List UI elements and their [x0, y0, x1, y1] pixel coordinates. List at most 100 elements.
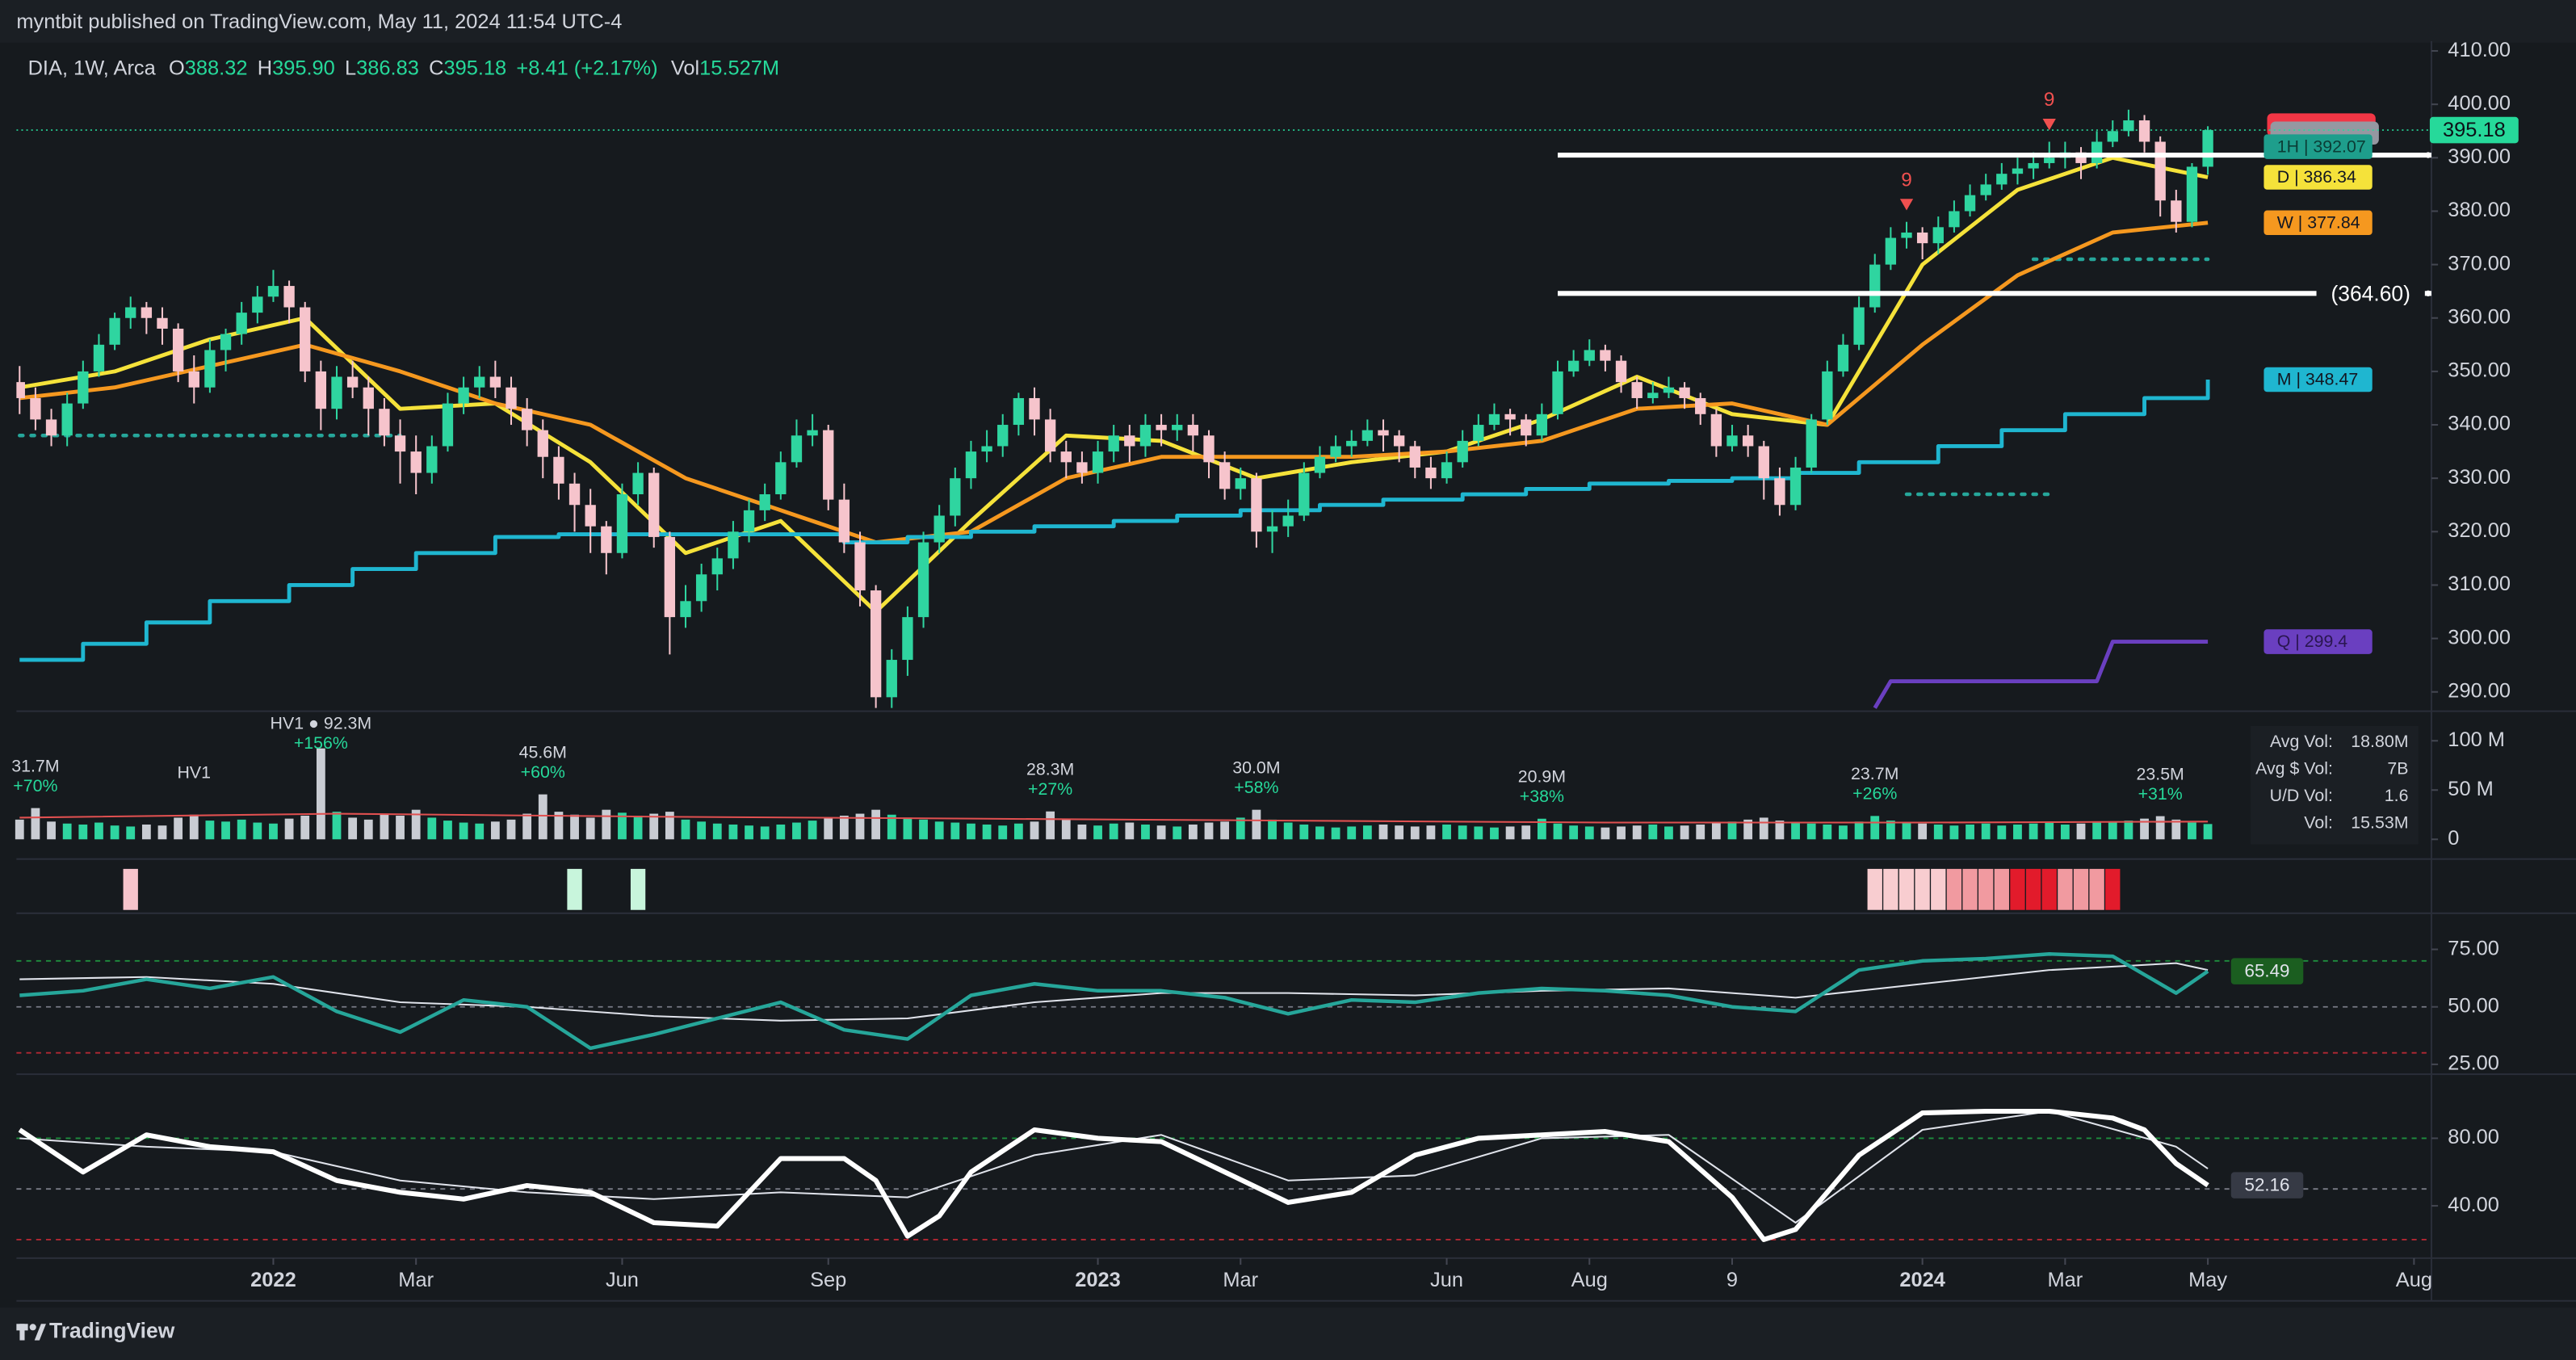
- footer-bar: [0, 1307, 2576, 1360]
- y-tick-label: 370.00: [2448, 252, 2511, 275]
- volume-bar: [1141, 824, 1150, 840]
- candle-body: [2028, 162, 2039, 169]
- candle-body: [1822, 371, 1833, 420]
- signal-cell: [2041, 868, 2057, 910]
- candle-body: [1251, 478, 1262, 532]
- candle-body: [2138, 120, 2150, 142]
- candle-body: [1552, 371, 1563, 414]
- volume-bar: [459, 822, 468, 840]
- volume-bar: [1204, 822, 1214, 840]
- signal-cell: [2025, 868, 2041, 910]
- volume-bar: [157, 825, 167, 840]
- volume-bar: [1077, 824, 1087, 840]
- stat-value: 1.6: [2385, 786, 2409, 805]
- volume-bar: [1109, 823, 1118, 840]
- volume-bar: [1791, 822, 1800, 840]
- volume-bar: [1823, 824, 1832, 840]
- y-tick-label: 320.00: [2448, 519, 2511, 542]
- price-pane: [16, 109, 2431, 709]
- volume-bar: [348, 817, 358, 840]
- candle-body: [1584, 350, 1595, 361]
- volume-bar: [585, 817, 595, 840]
- price-label-bg: [2263, 134, 2373, 159]
- candle-body: [695, 574, 707, 602]
- candle-body: [1108, 435, 1119, 452]
- volume-bar: [363, 819, 373, 840]
- candle-body: [1521, 419, 1532, 436]
- volume-bar: [792, 822, 801, 840]
- legend: DIA, 1W, Arca O388.32 H395.90 L386.83 C395.1…: [28, 57, 779, 79]
- marker-label: 9: [2044, 89, 2055, 111]
- volume-bar: [1775, 821, 1785, 840]
- candle-body: [1346, 440, 1357, 447]
- x-tick-label: Sep: [810, 1269, 846, 1291]
- y-tick-label: 75.00: [2448, 937, 2499, 959]
- candle-body: [965, 451, 977, 479]
- candle-body: [1949, 211, 1960, 228]
- signal-cell: [2058, 868, 2073, 910]
- volume-bar: [998, 825, 1008, 840]
- level-label-bg: [2316, 280, 2425, 307]
- legend-value: 395.18: [443, 57, 506, 79]
- volume-bar: [1505, 826, 1515, 840]
- volume-bar: [887, 814, 896, 840]
- stat-value: 15.53M: [2351, 813, 2408, 833]
- candle-body: [1710, 413, 1722, 447]
- signal-cell: [2089, 868, 2104, 910]
- x-tick-label: Aug: [1571, 1269, 1608, 1291]
- y-tick-label: 390.00: [2448, 145, 2511, 168]
- volume-bar: [1315, 826, 1324, 840]
- volume-bar: [189, 814, 199, 840]
- candle-body: [2123, 120, 2134, 132]
- logo: TradingView: [16, 1318, 175, 1342]
- signal-cell: [1962, 868, 1978, 910]
- y-tick-label: 50.00: [2448, 994, 2499, 1017]
- rsi-line: [19, 952, 2209, 1051]
- y-tick-label: 50 M: [2448, 778, 2493, 800]
- candle-body: [1600, 350, 1611, 361]
- volume-change: +26%: [1852, 784, 1897, 804]
- legend-change: +8.41 (+2.17%): [516, 57, 657, 79]
- volume-bar: [1997, 825, 2007, 840]
- volume-bar: [2013, 824, 2022, 840]
- candle-body: [711, 558, 723, 575]
- moving-average: [19, 380, 2210, 662]
- candle-body: [93, 344, 105, 371]
- volume-bar: [1617, 826, 1626, 840]
- volume-annotation: HV1: [178, 763, 212, 783]
- volume-bar: [2060, 824, 2070, 840]
- legend-key: Vol: [671, 57, 699, 79]
- volume-annotation: 20.9M: [1518, 767, 1566, 787]
- x-tick-label: May: [2188, 1269, 2227, 1291]
- candle-body: [1457, 440, 1468, 463]
- stoch-value-label: 52.16: [2245, 1175, 2290, 1195]
- candle-body: [2012, 168, 2024, 174]
- volume-bar: [1902, 822, 1911, 840]
- volume-bar: [380, 813, 389, 840]
- candle-body: [2154, 141, 2166, 201]
- candle-body: [2186, 166, 2198, 222]
- volume-bar: [2171, 819, 2181, 840]
- legend-value: 15.527M: [699, 57, 779, 79]
- volume-bar: [31, 808, 40, 840]
- volume-annotation: 23.7M: [1851, 764, 1898, 783]
- legend-key: C: [429, 57, 443, 79]
- candle-body: [1615, 360, 1627, 383]
- volume-change: +156%: [294, 733, 348, 753]
- candle-body: [648, 472, 660, 537]
- x-tick-label: 2023: [1075, 1269, 1121, 1291]
- candle-body: [1060, 451, 1072, 463]
- volume-bar: [1680, 825, 1689, 840]
- x-tick-label: 2022: [250, 1269, 296, 1291]
- candle-body: [933, 515, 945, 543]
- publish-info: myntbit published on TradingView.com, Ma…: [16, 10, 622, 33]
- candle-body: [267, 286, 279, 297]
- volume-change: +31%: [2138, 784, 2183, 804]
- volume-bar: [237, 819, 246, 840]
- volume-bar: [1569, 825, 1579, 840]
- volume-bar: [316, 748, 325, 840]
- volume-bar: [570, 814, 579, 840]
- ma-label: Q | 299.4: [2277, 632, 2348, 651]
- volume-bar: [950, 822, 960, 840]
- candle-body: [1567, 360, 1580, 371]
